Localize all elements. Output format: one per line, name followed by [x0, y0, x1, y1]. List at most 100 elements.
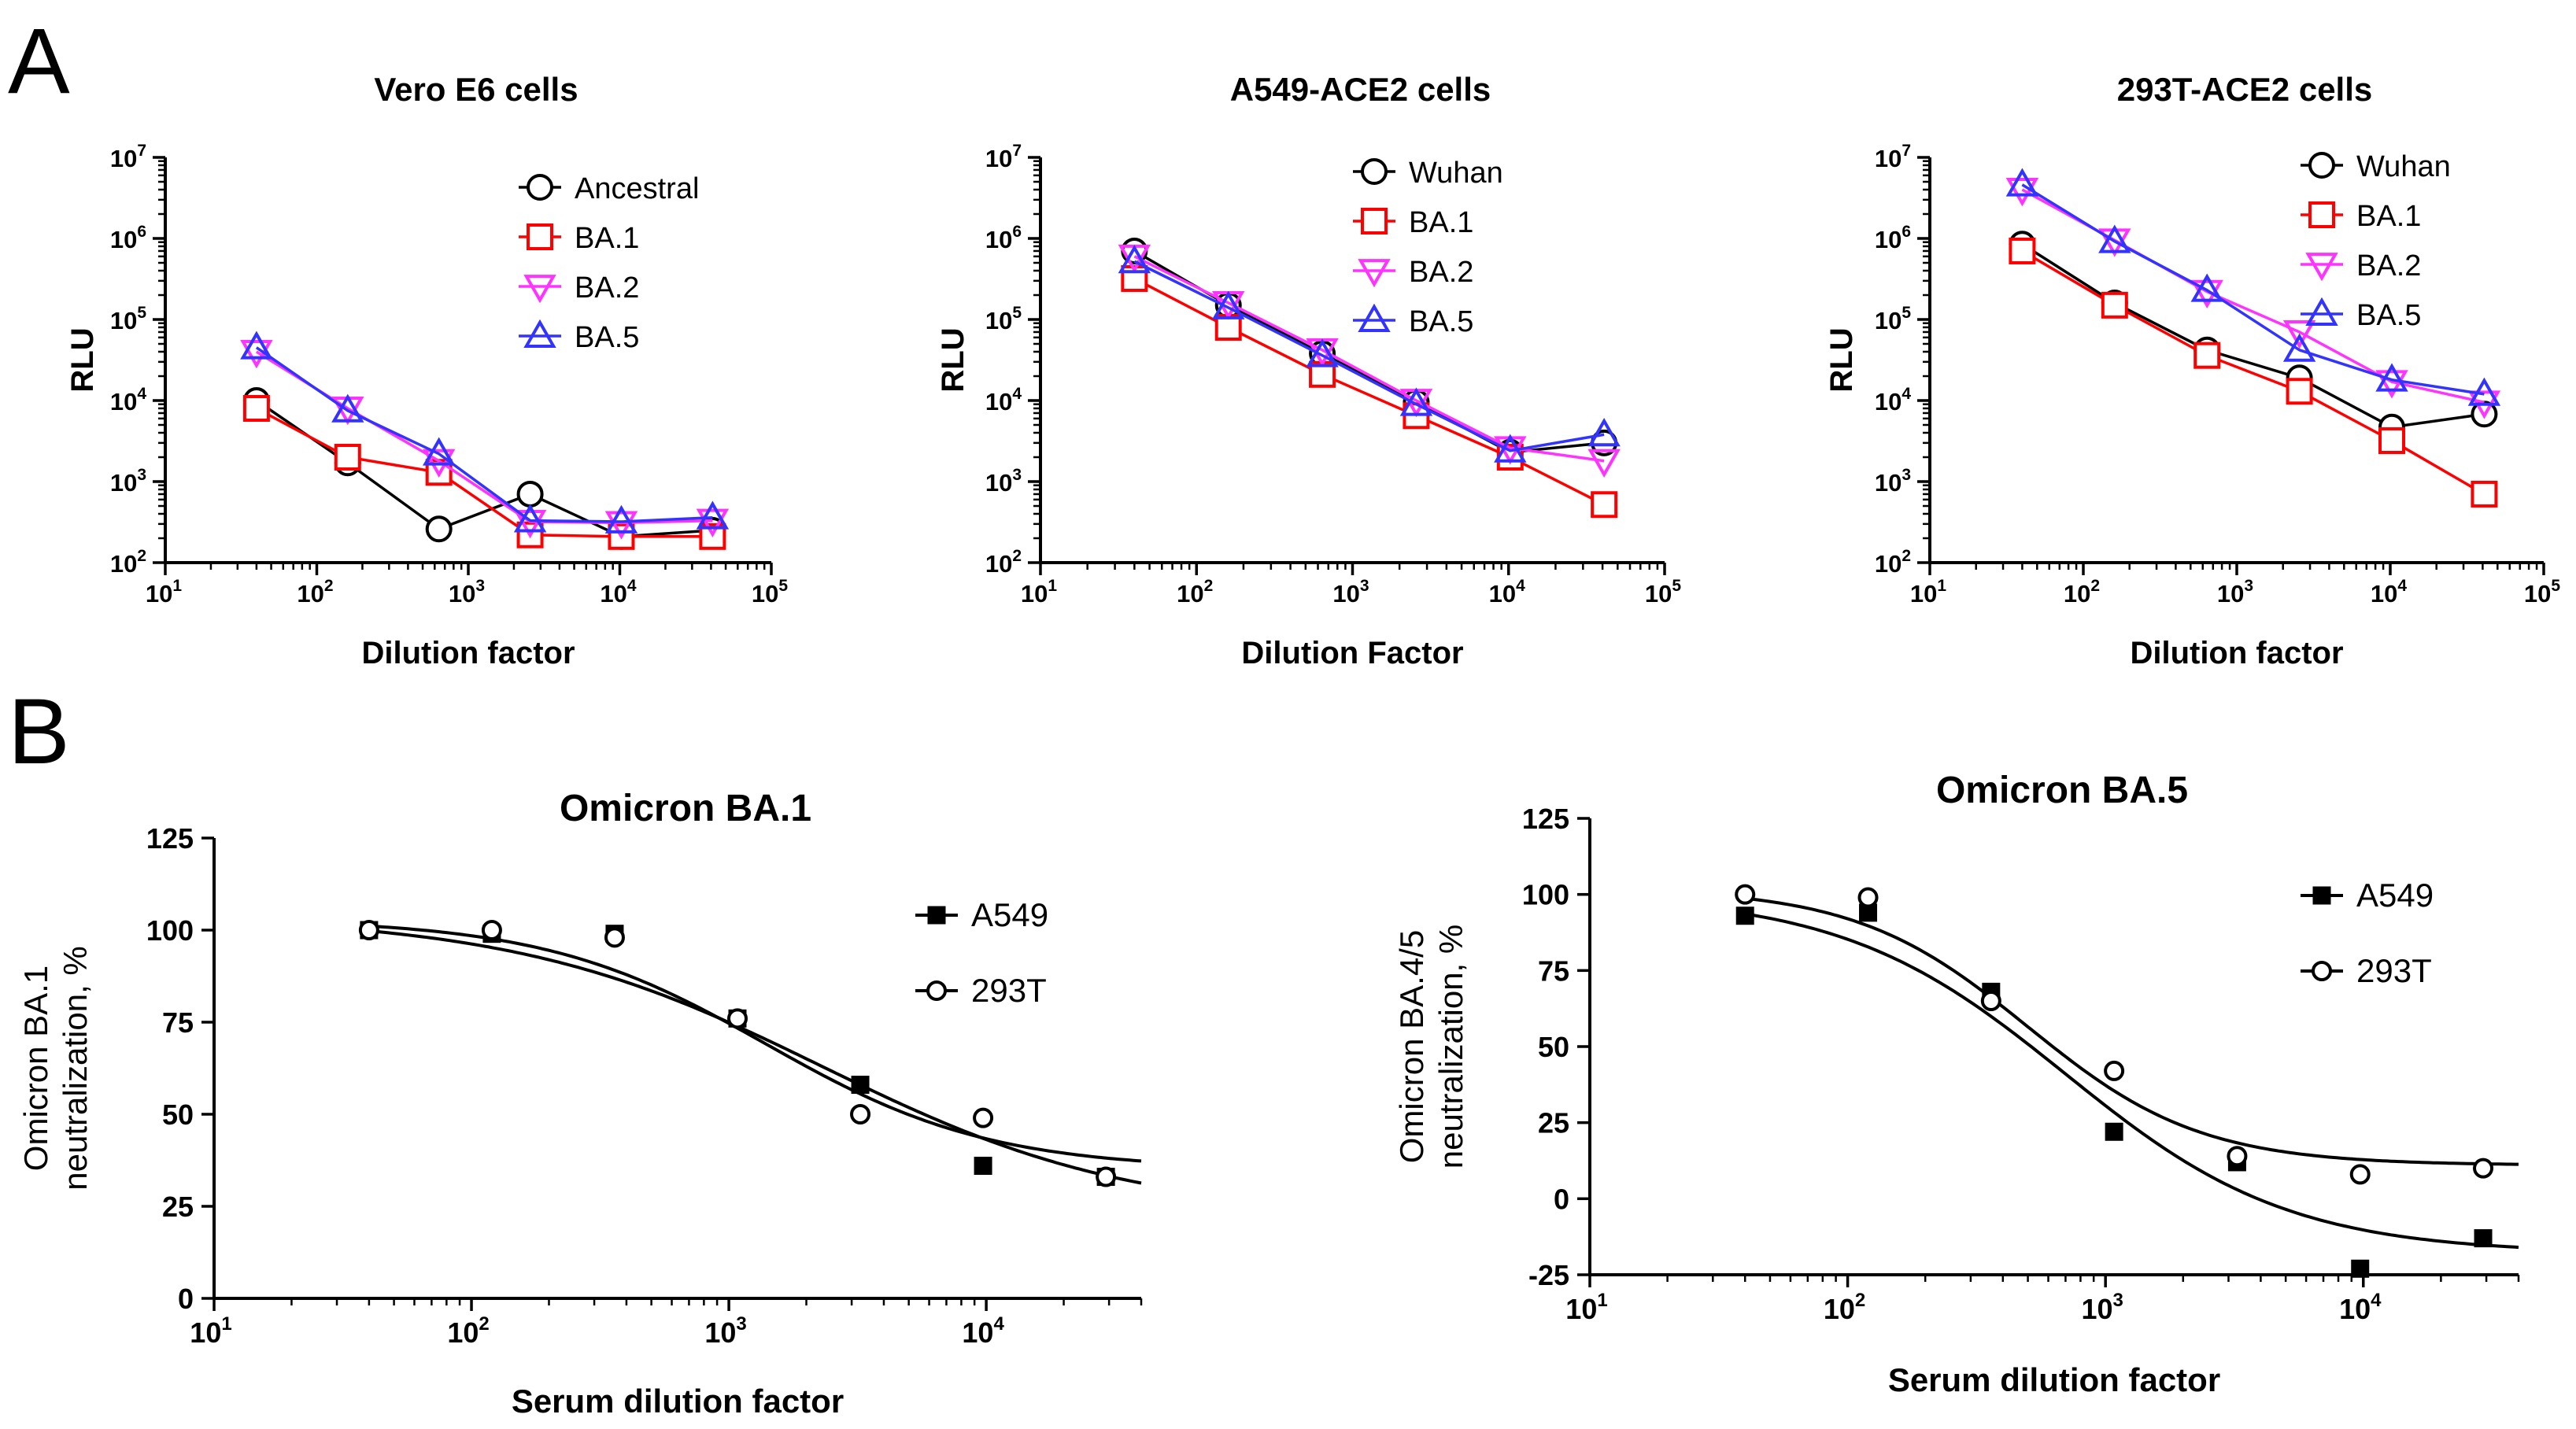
chart2-x-tick-label: 104 — [1489, 577, 1525, 607]
chart3-series-ba-5-point — [2375, 363, 2408, 392]
chart1-y-tick-label: 102 — [110, 547, 146, 578]
chart1-legend-label: Ancestral — [575, 172, 699, 205]
chart4-x-tick-label: 104 — [962, 1313, 1004, 1349]
chart1-y-axis-label: RLU — [65, 327, 100, 392]
chart4-legend-label: 293T — [971, 972, 1047, 1009]
chart5-x-tick-label: 102 — [1824, 1290, 1865, 1325]
chart2-series-ba-2-line — [1133, 255, 1605, 463]
chart3-title: 293T-ACE2 cells — [2117, 71, 2373, 108]
chart1-legend-marker — [523, 319, 556, 348]
chart3-x-tick-label: 104 — [2371, 577, 2407, 607]
chart5-series-293t-point — [2227, 1146, 2248, 1167]
chart5-y-tick-label: 0 — [1554, 1183, 1569, 1215]
chart3-series-ba-2-point — [2005, 178, 2039, 207]
chart3-legend-label: BA.2 — [2356, 249, 2421, 282]
chart4-series-293t-point — [358, 920, 379, 940]
chart1-series-ba-5-line — [255, 346, 713, 523]
chart2-legend-label: Wuhan — [1409, 157, 1503, 190]
chart2-x-tick-label: 105 — [1645, 577, 1681, 607]
chart4-x-tick-label: 102 — [447, 1313, 489, 1349]
chart1-y-tick-label: 105 — [110, 304, 146, 334]
chart2-series-ba-5-line — [1133, 260, 1605, 452]
chart1-legend-marker — [527, 174, 553, 201]
chart5-x-tick-label: 101 — [1565, 1290, 1607, 1325]
chart2-series-ba-2-point — [1587, 449, 1621, 478]
chart5-legend-marker — [2312, 886, 2331, 905]
chart2-legend-label: BA.2 — [1409, 256, 1473, 289]
chart2-legend-marker — [1358, 303, 1391, 332]
chart5-series-a549-point — [2474, 1229, 2493, 1248]
chart1-series-ba-5-point — [696, 500, 730, 530]
chart3-series-ba-1-point — [2378, 426, 2406, 454]
chart3-y-tick-label: 106 — [1875, 223, 1911, 253]
chart1-series-ba-5-point — [513, 504, 547, 533]
chart1-series-ancestral-line — [255, 399, 713, 538]
chart2-series-ba-5-point — [1494, 434, 1527, 463]
chart4-series-293t-fit-curve — [368, 924, 1142, 1163]
chart2-title: A549-ACE2 cells — [1230, 71, 1491, 108]
chart1-series-ba-5-point — [422, 437, 456, 466]
chart5-legend-label: 293T — [2356, 952, 2432, 989]
chart3-y-tick-label: 104 — [1875, 385, 1911, 415]
chart5-y-axis-label: neutralization, % — [1432, 925, 1469, 1169]
chart3-y-axis-label: RLU — [1824, 327, 1859, 392]
chart2-y-tick-label: 103 — [985, 466, 1022, 497]
chart1-series-ba-5-point — [604, 504, 638, 534]
chart1-series-ancestral-point — [516, 480, 544, 508]
chart1-x-tick-label: 105 — [752, 577, 788, 607]
chart1-legend-label: BA.2 — [575, 271, 639, 305]
chart5-y-tick-label: 100 — [1522, 879, 1569, 911]
chart2-series-ba-1-point — [1591, 491, 1618, 519]
chart3-series-ba-1-point — [2193, 342, 2221, 369]
chart2-x-tick-label: 101 — [1021, 577, 1057, 607]
chart3-series-ba-5-point — [2005, 168, 2039, 197]
chart4-x-axis-label: Serum dilution factor — [512, 1383, 844, 1420]
chart3-legend-marker — [2305, 253, 2338, 282]
chart3-x-tick-label: 102 — [2064, 577, 2100, 607]
chart4-series-293t-point — [481, 920, 502, 940]
chart5-y-tick-label: 25 — [1538, 1107, 1569, 1139]
chart4-series-293t-point — [973, 1107, 994, 1128]
chart5-legend-label: A549 — [2356, 877, 2434, 914]
chart5-x-axis-label: Serum dilution factor — [1888, 1361, 2220, 1398]
chart1-y-tick-label: 103 — [110, 466, 146, 497]
chart3-y-tick-label: 102 — [1875, 547, 1911, 578]
chart5-series-a549-point — [2351, 1259, 2370, 1278]
chart4-legend-label: A549 — [971, 896, 1048, 933]
chart5-title: Omicron BA.5 — [1936, 770, 2188, 811]
chart4-y-tick-label: 100 — [146, 914, 194, 947]
chart1-legend-marker — [523, 275, 556, 304]
chart1-legend-label: BA.1 — [575, 222, 639, 255]
chart2-legend-label: BA.5 — [1409, 305, 1473, 338]
chart1-x-tick-label: 104 — [600, 577, 636, 607]
panel-label-b: B — [8, 680, 70, 784]
chart3-legend-marker — [2308, 152, 2335, 179]
chart3-legend-marker — [2305, 297, 2338, 326]
chart5-series-293t-point — [2473, 1158, 2494, 1179]
chart2-legend-marker — [1361, 208, 1388, 234]
chart4-legend-marker — [926, 980, 947, 1001]
chart2-x-axis-label: Dilution Factor — [1241, 636, 1463, 670]
chart3-series-ba-5-point — [2190, 273, 2223, 302]
chart2-x-tick-label: 102 — [1177, 577, 1213, 607]
chart1-series-ba-2-point — [696, 508, 730, 537]
chart4-series-a549-point — [974, 1157, 992, 1176]
chart2-series-ba-5-point — [1399, 387, 1433, 416]
chart1-x-axis-label: Dilution factor — [361, 636, 575, 670]
chart2-y-tick-label: 102 — [985, 547, 1022, 578]
panel-label-a: A — [8, 9, 70, 113]
chart3-x-tick-label: 103 — [2217, 577, 2253, 607]
chart1-series-ba-1-point — [334, 443, 361, 471]
chart5-series-293t-point — [1857, 887, 1879, 908]
chart4-y-axis-label: Omicron BA.1 — [17, 966, 54, 1171]
chart4-series-a549-fit-curve — [368, 929, 1142, 1185]
chart2-series-ba-5-point — [1587, 418, 1621, 447]
chart4-y-tick-label: 50 — [162, 1099, 194, 1131]
chart5-x-tick-label: 103 — [2081, 1290, 2123, 1325]
chart2-legend-marker — [1361, 158, 1388, 185]
chart2-y-tick-label: 105 — [985, 304, 1022, 334]
chart1-x-tick-label: 101 — [146, 577, 182, 607]
chart3-series-ba-1-point — [2286, 378, 2313, 405]
chart1-title: Vero E6 cells — [374, 71, 578, 108]
